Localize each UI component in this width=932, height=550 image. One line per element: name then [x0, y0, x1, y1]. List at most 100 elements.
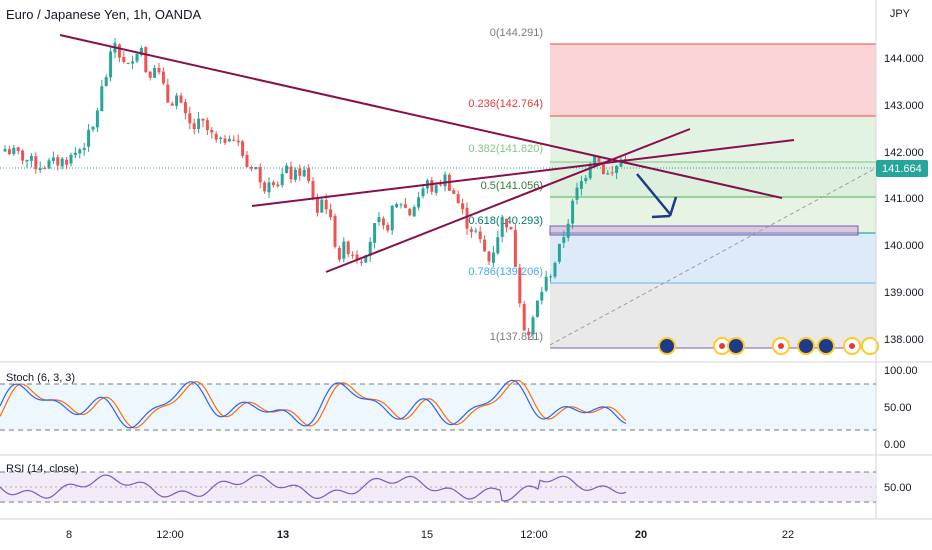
candle-body — [606, 173, 610, 175]
candle-body — [109, 51, 113, 78]
event-eur-icon[interactable] — [797, 337, 815, 355]
candle-body — [527, 331, 531, 336]
fib-zone-0.786-1 — [550, 283, 876, 348]
trendline-channel-upper[interactable] — [251, 139, 795, 207]
candlestick-series — [3, 37, 627, 340]
candle-body — [566, 223, 570, 238]
candle-body — [553, 262, 557, 277]
candle-body — [170, 103, 174, 106]
candle-body — [43, 168, 47, 170]
price-axis[interactable]: 144.000 143.000 142.000 141.000 140.000 … — [876, 53, 928, 494]
price-tick: 143.000 — [884, 100, 924, 112]
time-tick: 15 — [421, 529, 433, 541]
rsi-line — [0, 474, 627, 502]
chart-title[interactable]: Euro / Japanese Yen, 1h, OANDA — [6, 7, 202, 22]
candle-body — [579, 181, 583, 189]
time-tick: 13 — [277, 529, 289, 541]
candle-body — [34, 156, 38, 170]
candle-body — [518, 267, 522, 304]
candle-body — [100, 86, 104, 112]
stoch-indicator-label[interactable]: Stoch (6, 3, 3) — [6, 372, 76, 384]
candle-body — [483, 239, 487, 252]
candle-body — [104, 77, 108, 87]
fib-label-0.382: 0.382(141.820) — [468, 143, 543, 155]
candle-body — [280, 173, 284, 186]
candle-body — [69, 154, 73, 164]
price-unit[interactable]: JPY — [889, 8, 910, 20]
rsi-indicator-label[interactable]: RSI (14, close) — [6, 463, 79, 475]
stoch-tick: 100.00 — [884, 365, 918, 377]
candle-body — [87, 129, 91, 147]
candle-body — [373, 223, 377, 243]
candle-body — [241, 141, 245, 156]
candle-body — [522, 304, 526, 331]
candle-body — [21, 150, 25, 161]
time-tick: 12:00 — [156, 529, 184, 541]
economic-events[interactable] — [658, 337, 879, 355]
candle-body — [175, 95, 179, 106]
last-price-badge-text: 141.664 — [882, 163, 922, 175]
candle-body — [584, 177, 588, 182]
candle-body — [443, 174, 447, 187]
fib-label-0.5: 0.5(141.056) — [481, 180, 543, 192]
last-price-badge — [876, 160, 928, 177]
candle-body — [153, 67, 157, 78]
candle-body — [267, 182, 271, 193]
candle-body — [381, 218, 385, 226]
candle-body — [82, 148, 86, 151]
candle-body — [51, 157, 55, 162]
rsi-pane[interactable] — [0, 471, 876, 503]
event-eur-icon[interactable] — [658, 337, 676, 355]
candle-body — [417, 197, 421, 208]
candle-body — [500, 217, 504, 237]
candle-body — [324, 200, 328, 210]
projection-arrow[interactable] — [636, 173, 678, 219]
fib-zone-0.236-0.382 — [550, 116, 876, 162]
candle-body — [126, 62, 130, 64]
candle-body — [157, 67, 161, 73]
candle-body — [478, 231, 482, 240]
stoch-tick: 50.00 — [884, 402, 912, 414]
candle-body — [390, 205, 394, 231]
trendline-descending-resistance[interactable] — [59, 34, 783, 199]
candle-body — [205, 120, 209, 130]
candle-body — [73, 152, 77, 156]
candle-body — [346, 241, 350, 255]
fibonacci-retracement[interactable]: 0(144.291) 0.236(142.764) 0.382(141.820)… — [468, 27, 876, 349]
candle-body — [509, 226, 513, 230]
candle-body — [408, 208, 412, 216]
candle-body — [421, 188, 425, 197]
fib-zone-0-0.236 — [550, 44, 876, 116]
time-axis[interactable]: 8 12:00 13 15 12:00 20 22 — [66, 529, 794, 541]
event-jpy-dot — [778, 343, 784, 349]
candle-body — [188, 113, 192, 124]
candle-body — [575, 187, 579, 200]
fib-label-0.786: 0.786(139.206) — [468, 266, 543, 278]
candle-body — [311, 180, 315, 200]
dashed-trendline[interactable] — [549, 167, 877, 346]
candle-body — [298, 168, 302, 176]
candle-body — [236, 140, 240, 143]
stoch-pane[interactable] — [0, 379, 876, 431]
trendline-channel-lower[interactable] — [325, 128, 691, 273]
target-zone-rectangle[interactable] — [549, 225, 859, 236]
candle-body — [412, 206, 416, 217]
trendlines[interactable] — [59, 34, 795, 273]
event-eur-icon[interactable] — [727, 337, 745, 355]
event-more-icon[interactable] — [861, 337, 879, 355]
candle-body — [249, 167, 253, 169]
event-eur-icon[interactable] — [817, 337, 835, 355]
rsi-tick: 50.00 — [884, 482, 912, 494]
price-tick: 141.000 — [884, 193, 924, 205]
candle-body — [588, 163, 592, 179]
candle-body — [197, 118, 201, 129]
candle-body — [571, 200, 575, 224]
candle-body — [513, 230, 517, 267]
candle-body — [456, 194, 460, 204]
fib-label-1: 1(137.821) — [490, 331, 543, 343]
candle-body — [29, 155, 33, 161]
price-tick: 144.000 — [884, 53, 924, 65]
candle-body — [535, 300, 539, 317]
